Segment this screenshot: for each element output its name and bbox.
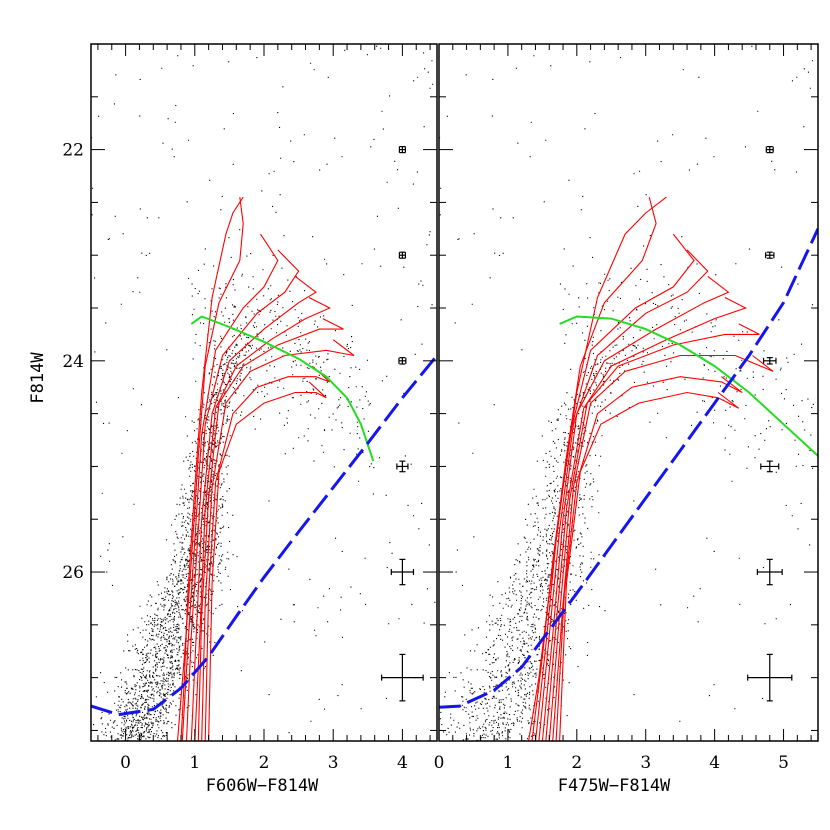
right-error-bar-5	[747, 653, 793, 702]
left-isochrone-5	[194, 297, 331, 741]
right-isochrone-8	[555, 376, 743, 741]
left-isochrone-4	[190, 275, 317, 741]
left-error-bar-0	[398, 146, 406, 154]
right-x-tick-label: 2	[571, 753, 582, 773]
right-isochrone-0	[528, 196, 667, 741]
right-x-tick-label: 1	[502, 753, 513, 773]
right-isochrone-5	[545, 297, 748, 741]
right-isochrone-4	[541, 275, 730, 741]
right-isochrone-7	[552, 354, 774, 741]
right-isochrone-3	[538, 249, 709, 741]
right-isochrone-6	[548, 323, 760, 741]
left-isochrone-9	[208, 381, 327, 741]
left-error-bar-5	[381, 653, 424, 702]
left-horizontal-branch-line	[190, 315, 375, 462]
right-star-scatter	[439, 45, 818, 741]
right-error-bar-3	[760, 460, 780, 473]
right-horizontal-branch-line	[559, 315, 818, 457]
right-isochrone-9	[559, 391, 740, 741]
y-tick-label: 22	[62, 141, 84, 161]
right-isochrone-1	[531, 196, 657, 741]
left-isochrone-6	[197, 318, 344, 741]
right-isochrone-2	[534, 233, 695, 741]
right-isochrones	[528, 196, 774, 741]
left-plot-frame	[90, 43, 438, 742]
left-x-axis-title: F606W−F814W	[206, 776, 319, 796]
right-error-bar-1	[765, 251, 775, 259]
left-isochrones	[176, 196, 355, 741]
left-isochrone-2	[181, 233, 279, 741]
right-x-tick-label: 4	[709, 753, 720, 773]
left-x-tick-label: 0	[120, 753, 131, 773]
left-error-bar-2	[398, 357, 407, 365]
left-panel	[90, 43, 438, 742]
y-axis-title: F814W	[28, 352, 48, 404]
left-x-tick-label: 3	[328, 753, 339, 773]
left-x-tick-label: 2	[259, 753, 270, 773]
left-error-bar-4	[390, 558, 415, 586]
left-x-tick-label: 1	[189, 753, 200, 773]
right-x-axis-title: F475W−F814W	[558, 776, 671, 796]
left-x-tick-labels: 0 1 2 3 4	[120, 753, 408, 773]
right-error-bar-2	[762, 357, 777, 365]
left-axis-ticks	[91, 43, 437, 741]
right-plot-frame	[438, 43, 819, 742]
left-x-tick-label: 4	[397, 753, 408, 773]
right-error-bar-4	[756, 558, 783, 586]
right-panel	[438, 43, 819, 742]
left-isochrone-8	[204, 365, 331, 741]
left-error-bars	[381, 146, 424, 702]
left-isochrone-1	[176, 197, 244, 741]
y-tick-label: 26	[62, 563, 84, 583]
right-x-tick-label: 5	[778, 753, 789, 773]
right-error-bars	[747, 146, 793, 702]
right-x-tick-labels: 0 1 2 3 4 5	[434, 753, 789, 773]
right-completeness-curve	[439, 228, 818, 709]
y-tick-labels: 22 24 26	[62, 141, 84, 583]
right-error-bar-0	[765, 146, 774, 154]
left-error-bar-3	[396, 460, 409, 473]
y-tick-label: 24	[62, 352, 84, 372]
right-axis-ticks	[438, 43, 818, 741]
right-x-tick-label: 3	[640, 753, 651, 773]
left-completeness-curve	[91, 354, 437, 717]
left-isochrone-7	[201, 339, 355, 741]
left-isochrone-0	[180, 196, 244, 741]
left-error-bar-1	[398, 251, 406, 259]
left-isochrone-3	[185, 249, 300, 741]
right-x-tick-label: 0	[434, 753, 445, 773]
right-star-dots	[439, 45, 818, 741]
